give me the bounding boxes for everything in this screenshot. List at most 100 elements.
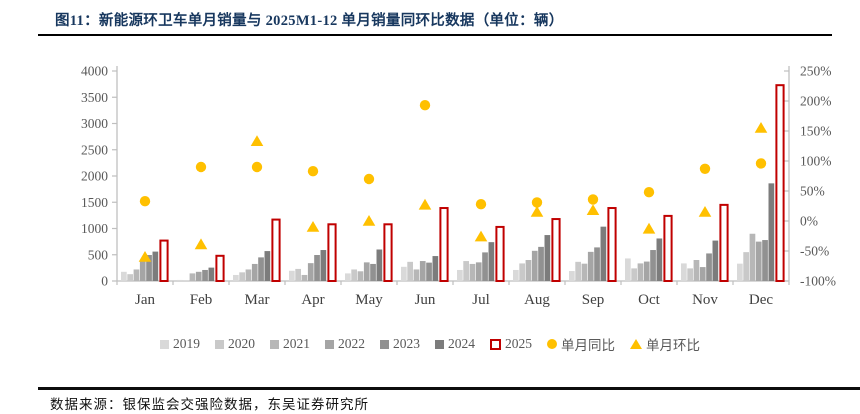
bar-2020-Apr xyxy=(295,268,301,281)
bar-2021-May xyxy=(357,271,364,281)
bar-2019-Nov xyxy=(681,263,687,281)
left-axis-tick-label: 1000 xyxy=(81,221,108,236)
bar-2022-Jul xyxy=(475,262,482,281)
bar-2023-Apr xyxy=(314,255,320,281)
yoy-marker-Apr xyxy=(307,166,319,177)
bar-2021-Jul xyxy=(469,263,476,281)
bar-2019-Apr xyxy=(289,270,295,281)
x-axis-month-label: Nov xyxy=(692,292,718,308)
combo-chart-canvas: 0 500 1000 1500 2000 2500 3000 3500 4000 -100% -50… xyxy=(81,64,836,309)
yoy-marker-Feb xyxy=(195,161,207,173)
left-axis-tick-label: 500 xyxy=(88,247,109,262)
legend-square-icon xyxy=(215,339,224,349)
bar-2022-Aug xyxy=(531,250,538,281)
left-axis-tick-label: 3000 xyxy=(81,116,108,131)
legend-circle-icon xyxy=(547,339,557,349)
yoy-marker-Jul xyxy=(475,199,487,210)
bar-2023-Mar xyxy=(258,257,264,281)
legend-label: 2020 xyxy=(228,336,255,351)
legend-label: 2022 xyxy=(338,336,365,351)
bar-2025-Jul xyxy=(495,225,505,283)
bar-2023-Oct xyxy=(650,250,656,281)
yoy-marker-May xyxy=(363,173,375,185)
yoy-marker-Nov xyxy=(699,163,711,174)
bar-2025-Nov xyxy=(719,203,729,282)
bar-2020-Mar xyxy=(239,272,245,281)
bar-2019-Mar xyxy=(233,274,239,281)
mom-marker-Apr xyxy=(306,221,320,232)
yoy-marker-Jan xyxy=(139,196,151,207)
title-divider xyxy=(38,34,832,36)
bar-2019-May xyxy=(345,273,351,281)
bar-2020-May xyxy=(351,269,357,281)
bar-2021-Feb xyxy=(189,273,196,281)
bar-2023-May xyxy=(370,263,376,281)
mom-marker-Jun xyxy=(418,198,432,210)
bar-2019-Jun xyxy=(401,266,407,281)
bar-2025-Feb xyxy=(215,254,225,283)
bar-2021-Dec xyxy=(749,233,756,281)
legend-label: 2025 xyxy=(505,336,532,351)
left-axis-tick-label: 2000 xyxy=(81,169,108,184)
x-axis-month-label: Apr xyxy=(301,292,324,308)
bar-2022-Feb xyxy=(195,271,202,281)
bar-2021-Jan xyxy=(133,269,140,281)
right-axis-tick-label: -100% xyxy=(800,274,836,289)
mom-marker-Oct xyxy=(642,222,656,234)
right-axis-tick-label: 0% xyxy=(800,214,818,229)
bar-2025-May xyxy=(383,223,393,283)
x-axis-month-label: Mar xyxy=(245,292,270,308)
left-axis-tick-label: 4000 xyxy=(81,64,108,79)
bar-2022-Nov xyxy=(699,267,706,281)
yoy-marker-Sep xyxy=(587,194,599,205)
bar-2022-Jan xyxy=(139,260,146,281)
bar-2022-Jun xyxy=(419,261,426,281)
yoy-marker-Aug xyxy=(531,197,543,208)
bar-2022-Dec xyxy=(755,241,762,281)
bar-2019-Feb xyxy=(177,279,183,281)
x-axis-month-label: Jul xyxy=(472,292,490,308)
legend-item-2024: 2024 xyxy=(435,336,475,352)
bar-2021-Apr xyxy=(301,274,308,281)
bar-2021-Aug xyxy=(525,260,532,281)
bar-2025-Dec xyxy=(775,84,785,282)
right-axis-tick-label: 250% xyxy=(800,64,832,79)
bar-2020-Oct xyxy=(631,268,637,281)
bar-2021-Sep xyxy=(581,263,588,281)
bar-2022-Oct xyxy=(643,261,650,281)
legend-label: 2019 xyxy=(173,336,200,351)
x-axis-month-label: Jun xyxy=(415,292,436,308)
left-axis-tick-label: 2500 xyxy=(81,142,108,157)
legend-square-icon xyxy=(325,339,334,349)
legend-label: 单月同比 xyxy=(561,338,615,353)
x-axis-month-label: Sep xyxy=(582,292,605,308)
legend-item-单月同比: 单月同比 xyxy=(547,334,615,354)
bar-2023-Dec xyxy=(762,240,768,281)
x-axis-month-label: Aug xyxy=(524,292,550,308)
bar-2021-Nov xyxy=(693,260,700,281)
bar-2020-Jul xyxy=(463,261,469,281)
bar-2020-Nov xyxy=(687,268,693,281)
bar-2019-Jul xyxy=(457,269,463,281)
right-axis-tick-label: 50% xyxy=(800,184,825,199)
x-axis-month-label: Jan xyxy=(135,292,155,308)
legend-label: 2023 xyxy=(393,336,420,351)
right-axis-tick-label: 150% xyxy=(800,124,832,139)
mom-marker-Sep xyxy=(586,204,600,215)
legend-triangle-icon xyxy=(630,339,642,349)
bar-2025-Mar xyxy=(271,218,281,282)
x-axis-month-label: Dec xyxy=(749,292,773,308)
bar-2020-Feb xyxy=(183,280,189,281)
bar-2022-May xyxy=(363,262,370,281)
bar-2025-Sep xyxy=(607,207,617,282)
bar-2025-Oct xyxy=(663,214,673,282)
bar-2021-Jun xyxy=(413,269,420,281)
mom-marker-Dec xyxy=(754,122,768,133)
bar-2024-Sep xyxy=(600,226,607,281)
legend-label: 2021 xyxy=(283,336,310,351)
bar-2025-Aug xyxy=(551,218,561,283)
bar-2024-Jan xyxy=(152,251,159,281)
x-axis-month-label: May xyxy=(355,292,383,308)
legend-item-单月环比: 单月环比 xyxy=(630,334,700,354)
